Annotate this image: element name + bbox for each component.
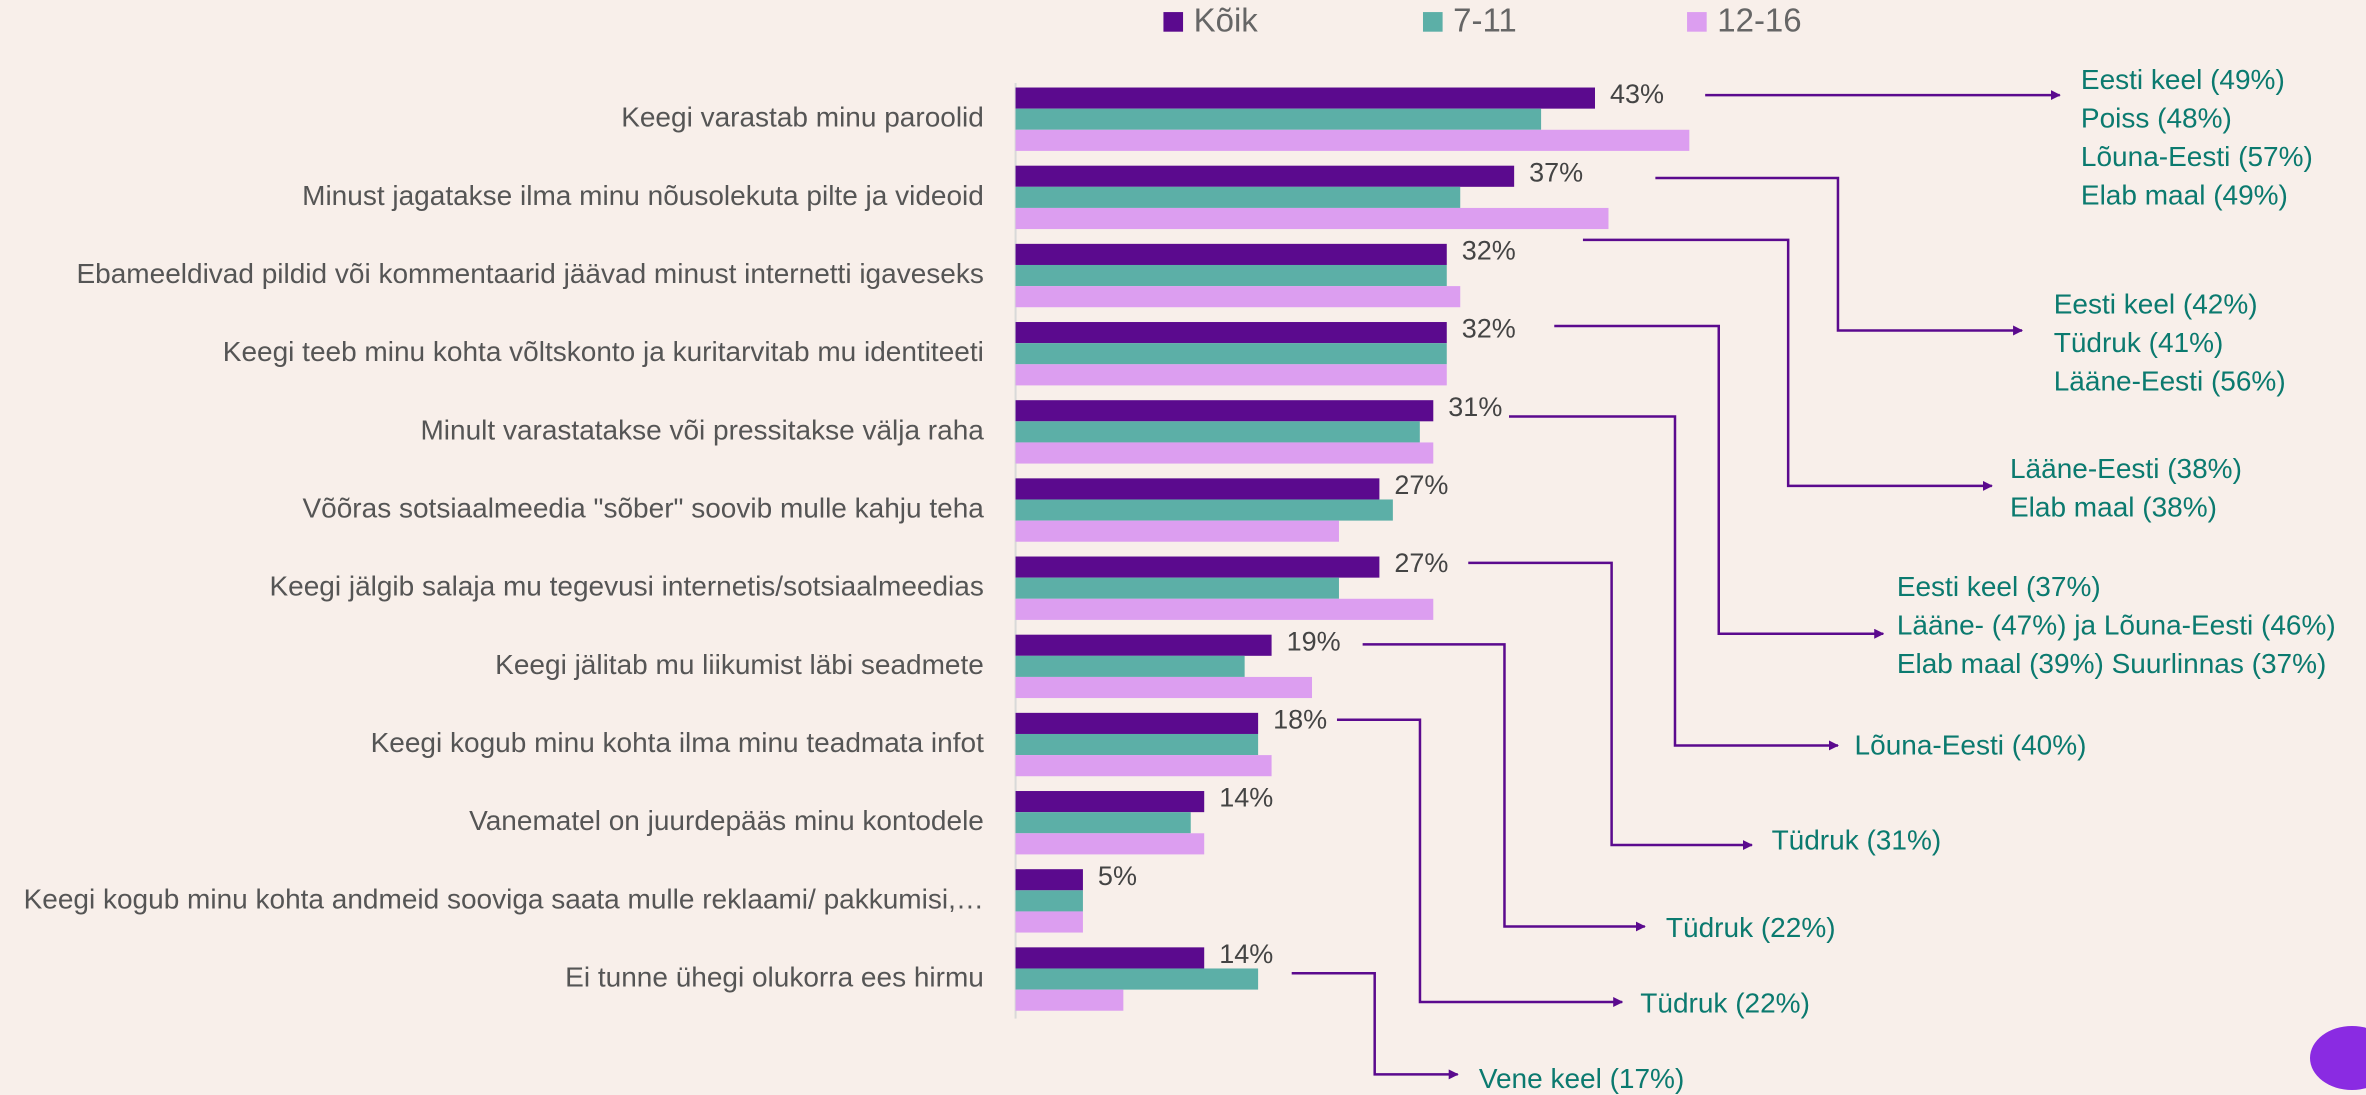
annotation-arrow (1468, 561, 1753, 851)
value-label: 14% (1219, 783, 1273, 813)
legend-label: 7-11 (1453, 1, 1517, 38)
bar (1015, 243, 1447, 265)
category-label: Minust jagatakse ilma minu nõusolekuta p… (302, 180, 984, 211)
bar (1015, 655, 1245, 677)
legend-swatch (1687, 12, 1707, 32)
value-label: 37% (1529, 157, 1583, 187)
annotation-text: Lääne-Eesti (56%) (2054, 366, 2286, 397)
category-label: Keegi teeb minu kohta võltskonto ja kuri… (223, 336, 984, 367)
annotation-text: Tüdruk (31%) (1772, 824, 1942, 855)
category-label: Keegi kogub minu kohta andmeid sooviga s… (24, 883, 984, 914)
annotation-text: Tüdruk (22%) (1666, 912, 1836, 943)
annotation-text: Eesti keel (37%) (1897, 571, 2101, 602)
annotation-arrow (1655, 176, 2024, 336)
bar (1015, 556, 1380, 578)
bar (1015, 499, 1393, 521)
bar (1015, 364, 1447, 386)
bar (1015, 755, 1272, 777)
bar (1015, 890, 1083, 912)
bar (1015, 442, 1434, 464)
annotation-arrow (1291, 972, 1459, 1080)
category-label: Keegi jälitab mu liikumist läbi seadmete (495, 649, 984, 680)
bar (1015, 478, 1380, 500)
category-label: Keegi jälgib salaja mu tegevusi internet… (269, 571, 983, 602)
bar (1015, 87, 1595, 109)
category-label: Ei tunne ühegi olukorra ees hirmu (565, 961, 984, 992)
annotation-text: Eesti keel (42%) (2054, 289, 2258, 320)
annotation-text: Vene keel (17%) (1479, 1063, 1684, 1094)
bar (1015, 968, 1259, 990)
annotation-arrow (1554, 324, 1885, 639)
bar (1015, 712, 1259, 734)
annotation-text: Tüdruk (41%) (2054, 327, 2224, 358)
bar (1015, 165, 1515, 187)
legend-label: Kõik (1194, 1, 1259, 38)
annotation-text: Lääne- (47%) ja Lõuna-Eesti (46%) (1897, 609, 2336, 640)
value-label: 14% (1219, 939, 1273, 969)
category-label: Keegi varastab minu paroolid (621, 102, 984, 133)
bar (1015, 869, 1083, 891)
value-label: 43% (1610, 79, 1664, 109)
legend-swatch (1422, 12, 1443, 32)
category-label: Minult varastatakse või pressitakse välj… (420, 414, 984, 445)
bar (1015, 129, 1690, 151)
legend-swatch (1163, 12, 1184, 32)
bar (1015, 343, 1447, 365)
bar (1015, 421, 1420, 443)
value-label: 19% (1287, 626, 1341, 656)
bar (1015, 833, 1205, 855)
value-label: 32% (1462, 236, 1516, 266)
bar (1015, 286, 1461, 308)
value-label: 18% (1273, 705, 1327, 735)
value-label: 27% (1394, 548, 1448, 578)
logo (2310, 1026, 2366, 1090)
value-label: 5% (1098, 861, 1137, 891)
annotation-text: Tüdruk (22%) (1640, 987, 1810, 1018)
bar (1015, 634, 1272, 656)
annotation-text: Lääne-Eesti (38%) (2010, 453, 2242, 484)
bar (1015, 947, 1205, 969)
category-label: Ebameeldivad pildid või kommentaarid jää… (76, 258, 983, 289)
bar (1015, 676, 1313, 699)
bar (1015, 812, 1191, 834)
annotation-arrow (1509, 415, 1839, 751)
value-label: 32% (1462, 314, 1516, 344)
bar (1015, 989, 1124, 1011)
bar (1015, 264, 1447, 287)
category-label: Keegi kogub minu kohta ilma minu teadmat… (371, 727, 984, 758)
annotation-arrow (1362, 643, 1646, 932)
annotation-text: Poiss (48%) (2081, 102, 2232, 133)
legend-label: 12-16 (1717, 1, 1801, 38)
value-label: 27% (1394, 470, 1448, 500)
annotation-text: Lõuna-Eesti (57%) (2081, 141, 2313, 172)
bar (1015, 108, 1542, 130)
bar (1015, 733, 1259, 756)
annotation-text: Eesti keel (49%) (2081, 64, 2285, 95)
bar (1015, 520, 1339, 542)
annotation-text: Elab maal (49%) (2081, 179, 2288, 210)
bar (1015, 186, 1461, 208)
annotation-text: Elab maal (39%) Suurlinnas (37%) (1897, 648, 2327, 679)
category-label: Vanematel on juurdepääs minu kontodele (469, 805, 984, 836)
bar (1015, 598, 1434, 620)
bar (1015, 911, 1083, 933)
bar (1015, 207, 1609, 230)
bar (1015, 577, 1339, 599)
annotation-arrow (1582, 238, 1993, 491)
annotation-text: Lõuna-Eesti (40%) (1855, 729, 2087, 760)
bar (1015, 791, 1205, 813)
annotation-arrow (1336, 718, 1624, 1007)
bar (1015, 322, 1447, 344)
annotation-text: Elab maal (38%) (2010, 492, 2217, 523)
category-label: Võõras sotsiaalmeedia "sõber" soovib mul… (302, 492, 984, 523)
value-label: 31% (1448, 392, 1502, 422)
bar (1015, 400, 1434, 422)
